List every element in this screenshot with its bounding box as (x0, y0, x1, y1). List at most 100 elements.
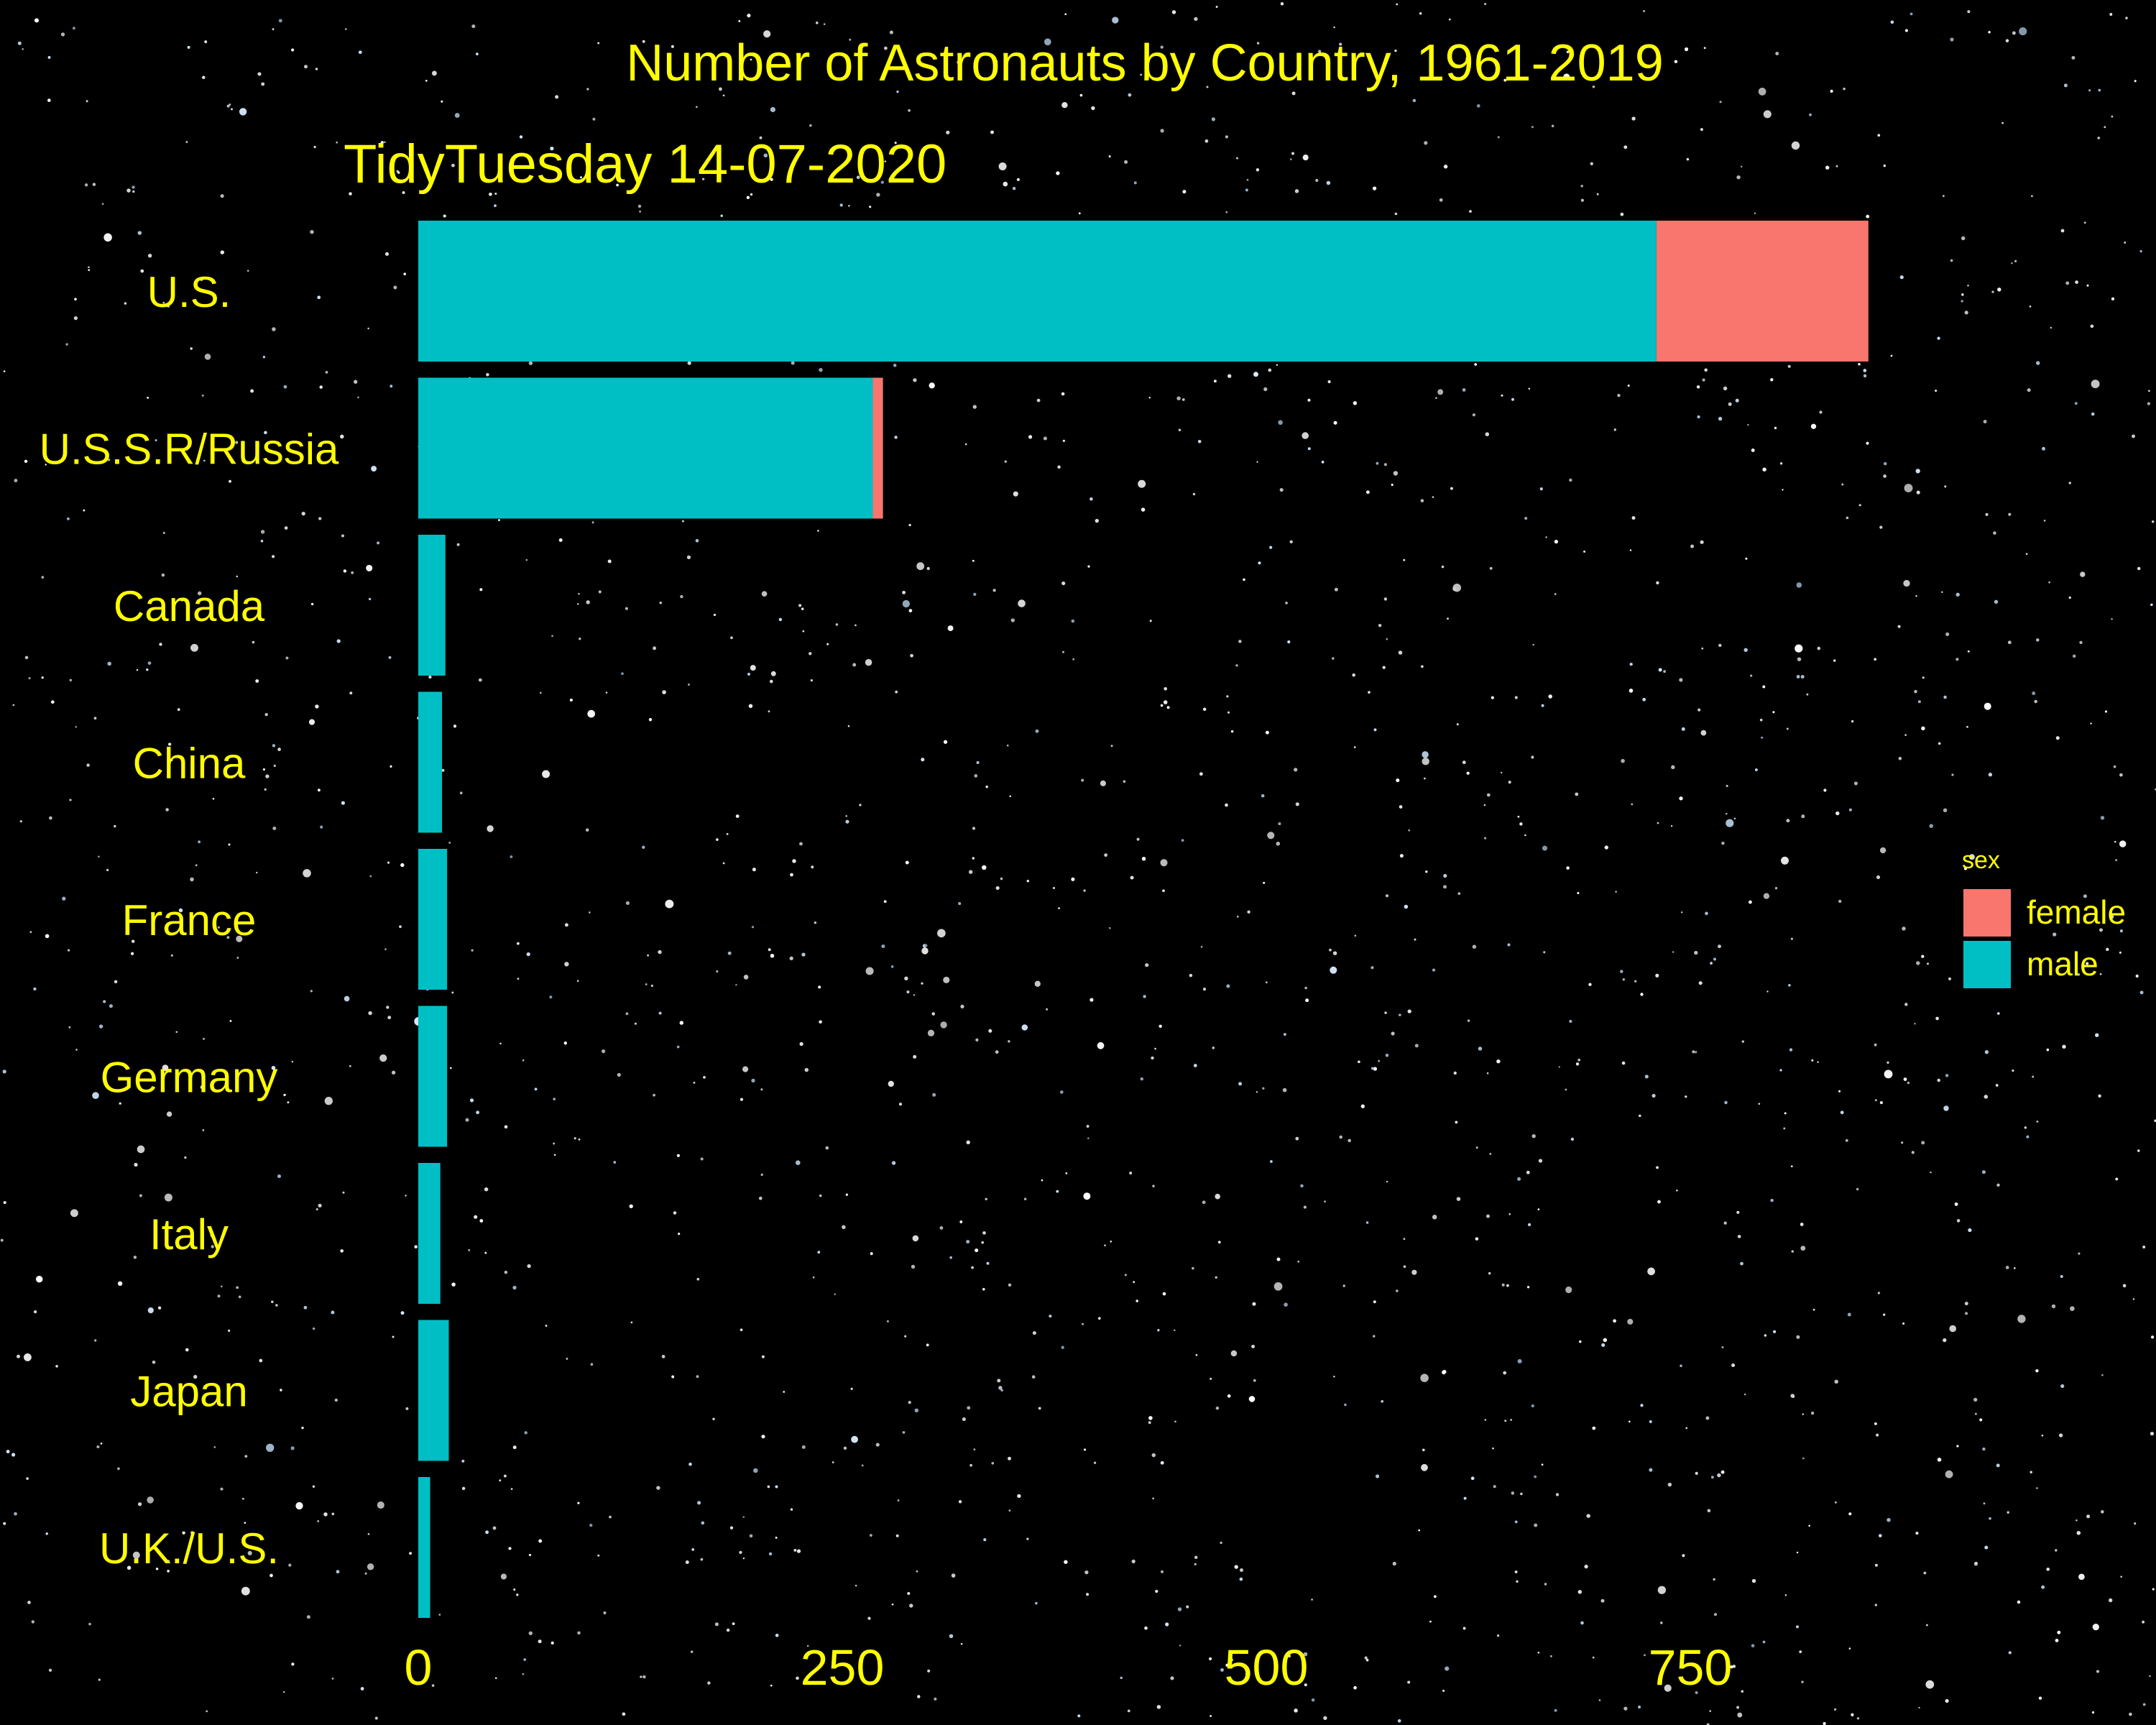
star (425, 80, 428, 82)
star (943, 976, 950, 983)
star (1658, 668, 1662, 672)
star (1394, 49, 1397, 52)
star (1182, 190, 1187, 194)
star (271, 1066, 276, 1070)
star (1782, 489, 1784, 491)
star (703, 1075, 706, 1079)
star (1386, 638, 1388, 640)
star (1230, 730, 1234, 733)
star (524, 1431, 528, 1435)
star (586, 88, 589, 91)
star (1876, 1433, 1879, 1437)
star (591, 521, 594, 524)
star (1566, 50, 1570, 54)
star (1628, 1420, 1631, 1423)
star (1943, 1105, 1949, 1111)
star (1160, 1460, 1164, 1465)
star (1269, 546, 1273, 549)
star (1538, 1159, 1543, 1163)
star (972, 559, 975, 562)
star (285, 656, 289, 660)
star (726, 832, 729, 835)
star (2111, 297, 2115, 301)
star (823, 23, 826, 25)
star (387, 1016, 392, 1020)
star (2152, 1588, 2155, 1591)
x-tick-label-500: 500 (1225, 1639, 1309, 1696)
star (2115, 1177, 2119, 1181)
star (1358, 1060, 1360, 1064)
star (895, 1534, 899, 1537)
star (1283, 1033, 1286, 1036)
star (1091, 106, 1095, 111)
star (1580, 198, 1584, 202)
star (489, 192, 492, 196)
star (1295, 1136, 1299, 1141)
star (1622, 978, 1626, 981)
star (465, 1118, 469, 1122)
star (147, 253, 152, 258)
star (1975, 1412, 1977, 1415)
star (155, 1568, 159, 1570)
star (847, 724, 850, 727)
star (132, 190, 135, 193)
star (2050, 326, 2053, 329)
star (190, 1530, 195, 1535)
star (453, 724, 457, 728)
star (1884, 1070, 1893, 1079)
star (1968, 1228, 1972, 1233)
star (1294, 1708, 1298, 1713)
star (1680, 911, 1683, 914)
star (1909, 12, 1913, 16)
star (1787, 364, 1791, 368)
star (2019, 27, 2027, 36)
star (1492, 1447, 1494, 1450)
star (1825, 165, 1830, 170)
y-tick-label-germany: Germany (101, 1054, 278, 1102)
star (1942, 195, 1945, 198)
star (1527, 1223, 1531, 1227)
star (1097, 1317, 1101, 1320)
star (770, 178, 773, 181)
star (109, 1004, 113, 1008)
star (409, 1552, 413, 1555)
star (940, 1021, 947, 1029)
star (1841, 483, 1844, 486)
star (768, 710, 770, 713)
star (1988, 31, 1991, 34)
star (1422, 758, 1429, 765)
star (155, 438, 157, 442)
star (2150, 1335, 2155, 1339)
star (960, 1004, 964, 1009)
star (35, 1275, 43, 1283)
star (1967, 285, 1969, 287)
star (603, 1611, 607, 1615)
star (134, 1162, 138, 1167)
star (1694, 950, 1698, 955)
star (512, 1285, 517, 1290)
star (1448, 18, 1451, 21)
star (1339, 1135, 1342, 1139)
star (126, 1565, 132, 1570)
star (1133, 1281, 1135, 1284)
star (1856, 1717, 1860, 1720)
star (982, 1231, 986, 1235)
star (1945, 1698, 1949, 1703)
star (1890, 354, 1893, 357)
star (1657, 1586, 1667, 1594)
star (2007, 640, 2012, 645)
star (539, 691, 542, 694)
star (1398, 650, 1403, 655)
star (597, 1554, 600, 1557)
star (1929, 824, 1933, 828)
star (2139, 990, 2144, 995)
star (377, 1501, 384, 1509)
star (995, 1050, 999, 1054)
star (590, 1363, 594, 1366)
star (1763, 893, 1770, 899)
star (2080, 571, 2086, 577)
star (1160, 859, 1168, 867)
star (1148, 396, 1151, 399)
star (1062, 439, 1066, 442)
